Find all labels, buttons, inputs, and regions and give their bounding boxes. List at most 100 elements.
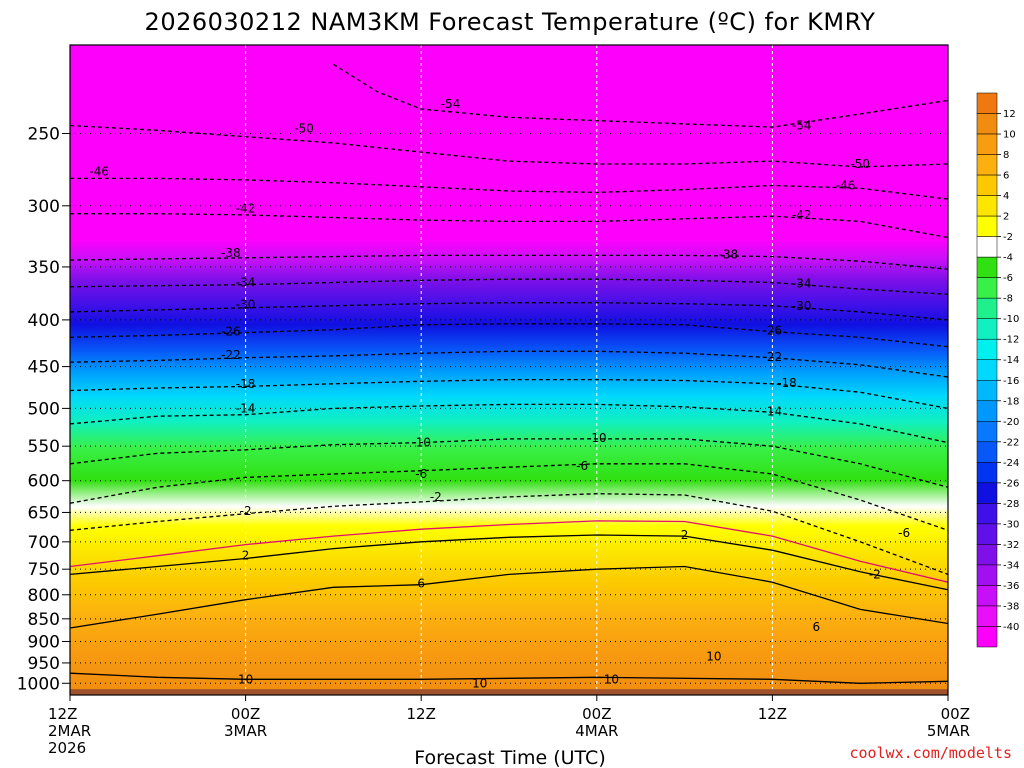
contour-label: -30 (236, 298, 256, 312)
contour-line (70, 254, 948, 270)
contour-label: 10 (472, 676, 487, 690)
y-tick-label: 500 (28, 399, 60, 419)
x-tick-label: 2026 (48, 739, 86, 757)
contour-label: -6 (415, 467, 427, 481)
contour-label: -14 (236, 401, 256, 415)
colorbar-swatch (976, 421, 998, 443)
y-tick-label: 650 (28, 503, 60, 523)
x-tick-label: 00Z (582, 705, 611, 723)
colorbar-swatch (976, 359, 998, 381)
contour-labels: -54-50-46-42-38-34-30-26-22-18-14-10-6-2… (89, 97, 910, 690)
contour-label: -38 (719, 247, 739, 261)
colorbar-label: 10 (1003, 130, 1016, 141)
colorbar-swatch (976, 154, 998, 176)
colorbar-swatch (976, 133, 998, 155)
x-tick-label: 4MAR (575, 722, 618, 740)
x-tick-label: 00Z (231, 705, 260, 723)
colorbar-swatch (976, 318, 998, 340)
contour-line (70, 278, 948, 295)
contour-line (70, 672, 948, 684)
colorbar-label: -24 (1003, 458, 1019, 469)
y-tick-label: 900 (28, 632, 60, 652)
contour-line (70, 438, 948, 488)
credit-text: coolwx.com/modelts (849, 744, 1012, 762)
colorbar-label: 8 (1003, 150, 1009, 161)
y-tick-label: 400 (28, 311, 60, 331)
colorbar-label: -32 (1003, 540, 1019, 551)
contour-label: -46 (89, 164, 109, 178)
y-tick-label: 300 (28, 197, 60, 217)
y-tick-label: 800 (28, 586, 60, 606)
colorbar-label: -36 (1003, 581, 1019, 592)
y-tick-label: 600 (28, 472, 60, 492)
colorbar-label: -16 (1003, 376, 1019, 387)
colorbar-swatch (976, 482, 998, 504)
colorbar-swatch (976, 256, 998, 278)
contour-line (333, 63, 948, 128)
contour-label: -18 (236, 377, 256, 391)
colorbar-label: -2 (1003, 232, 1013, 243)
colorbar-swatch (976, 462, 998, 484)
pressure-axis: 2503003504004505005506006507007508008509… (17, 124, 70, 694)
contour-label: -42 (792, 208, 812, 222)
colorbar-label: -38 (1003, 601, 1019, 612)
x-tick-label: 12Z (758, 705, 787, 723)
colorbar-swatch (976, 297, 998, 319)
contour-label: -6 (898, 526, 910, 540)
contour-label: 10 (706, 650, 721, 664)
contour-label: -22 (763, 350, 783, 364)
contour-line (70, 493, 948, 576)
colorbar-label: 6 (1003, 171, 1009, 182)
contour-label: -18 (777, 376, 797, 390)
colorbar-label: -20 (1003, 417, 1019, 428)
contour-label: -50 (850, 157, 870, 171)
temperature-field (70, 45, 948, 695)
chart-title: 2026030212 NAM3KM Forecast Temperature (… (145, 8, 876, 36)
contour-line (70, 534, 948, 591)
colorbar-swatch (976, 544, 998, 566)
colorbar-label: 4 (1003, 191, 1009, 202)
colorbar-swatch (976, 605, 998, 627)
colorbar-label: -34 (1003, 560, 1019, 571)
colorbar-legend: 12 10 8 6 4 2 -2 -4 -6 -8 -10 -12 -14 -16 -18 -20 -22 -24… (976, 92, 1019, 648)
contour-label: -2 (869, 567, 881, 581)
colorbar-swatch (976, 174, 998, 196)
x-tick-label: 00Z (941, 705, 970, 723)
contour-line (70, 463, 948, 531)
contour-label: -46 (836, 178, 856, 192)
contour-line (70, 213, 948, 239)
colorbar-label: -10 (1003, 314, 1019, 325)
contour-label: -34 (792, 277, 812, 291)
colorbar-label: -4 (1003, 253, 1013, 264)
colorbar-label: -28 (1003, 499, 1019, 510)
contour-label: -22 (221, 348, 241, 362)
colorbar-swatch (976, 215, 998, 237)
contour-label: -34 (236, 275, 256, 289)
colorbar-label: 12 (1003, 109, 1016, 120)
colorbar-swatch (976, 523, 998, 545)
y-tick-label: 250 (28, 124, 60, 144)
contour-line (70, 520, 948, 583)
y-tick-label: 750 (28, 560, 60, 580)
contour-label: -26 (221, 325, 241, 339)
contour-label: -54 (792, 118, 812, 132)
colorbar-swatch (976, 441, 998, 463)
y-tick-label: 950 (28, 654, 60, 674)
colorbar-label: -30 (1003, 519, 1019, 530)
contour-label: 10 (604, 672, 619, 686)
contour-label: -38 (221, 246, 241, 260)
contour-label: -6 (576, 459, 588, 473)
contour-label: -54 (441, 97, 461, 111)
contour-line (70, 302, 948, 321)
contour-label: 2 (242, 549, 250, 563)
colorbar-swatch (976, 585, 998, 607)
x-tick-label: 12Z (48, 705, 77, 723)
x-axis-label: Forecast Time (UTC) (414, 747, 605, 768)
contour-label: -14 (763, 405, 783, 419)
colorbar-label: -14 (1003, 355, 1019, 366)
colorbar-label: -12 (1003, 335, 1019, 346)
colorbar-label: 2 (1003, 212, 1009, 223)
ground-below-surface (70, 689, 948, 695)
contour-label: 6 (812, 620, 820, 634)
